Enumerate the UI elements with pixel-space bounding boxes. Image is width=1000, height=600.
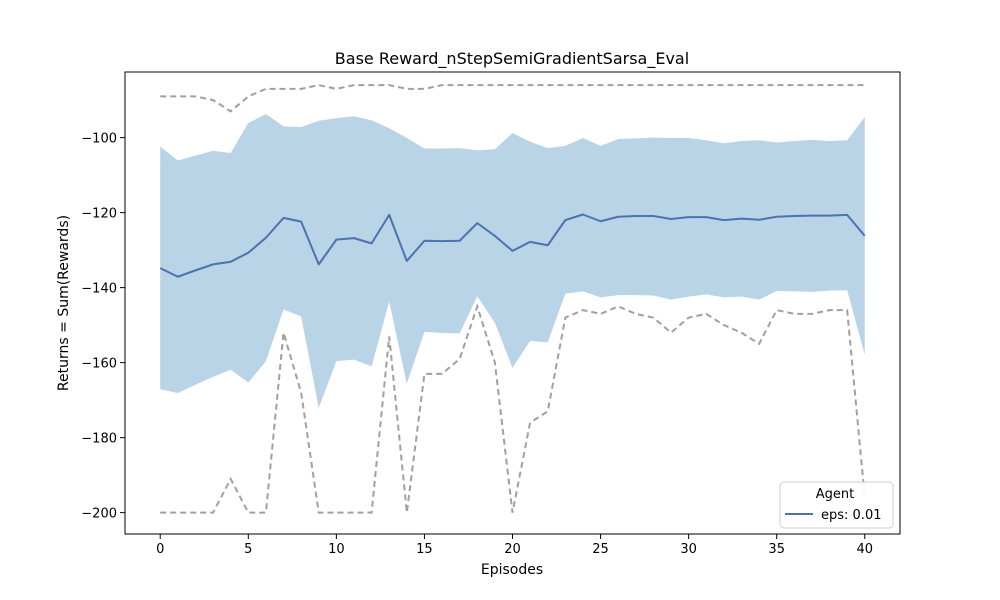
y-tick-label: −120	[81, 207, 117, 222]
legend-box	[779, 481, 894, 529]
x-tick-label: 15	[416, 542, 433, 557]
x-tick-label: 25	[592, 542, 609, 557]
axis-ticks: 0 5 10 15 20 25 30 35 40 −200 −180 −160 −140 −120 −100	[81, 132, 873, 557]
std-band	[160, 114, 865, 408]
chart-title: Base Reward_nStepSemiGradientSarsa_Eval	[335, 49, 689, 69]
x-tick-label: 10	[328, 542, 345, 557]
y-tick-label: −180	[81, 432, 117, 447]
x-axis-label: Episodes	[481, 562, 543, 578]
y-tick-label: −200	[81, 507, 117, 522]
legend-title: Agent	[816, 487, 854, 502]
x-tick-label: 35	[768, 542, 785, 557]
plot-area	[159, 84, 866, 514]
y-tick-label: −100	[81, 132, 117, 147]
x-tick-label: 5	[244, 542, 252, 557]
legend-entry-label: eps: 0.01	[821, 508, 881, 523]
y-tick-label: −160	[81, 357, 117, 372]
legend: Agent eps: 0.01	[779, 481, 894, 529]
y-axis-label: Returns = Sum(Rewards)	[56, 215, 72, 391]
x-tick-label: 30	[680, 542, 697, 557]
max-envelope-line	[160, 84, 865, 113]
y-tick-label: −140	[81, 282, 117, 297]
x-tick-label: 40	[856, 542, 873, 557]
x-tick-label: 0	[156, 542, 164, 557]
mean-line	[159, 213, 866, 278]
x-tick-label: 20	[504, 542, 521, 557]
min-envelope-line	[160, 303, 866, 514]
